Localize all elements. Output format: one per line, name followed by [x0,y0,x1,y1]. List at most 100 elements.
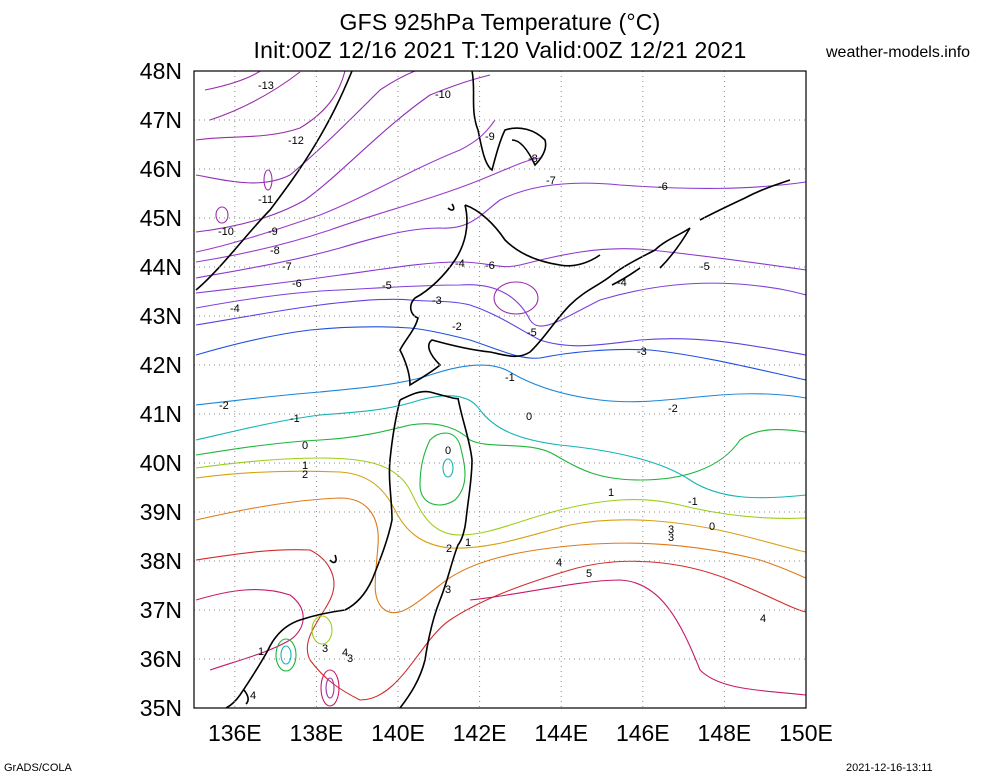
contour-cell-f [442,458,454,478]
contour-label: -5 [700,261,710,273]
contour-zero [195,423,806,506]
contour-label: 1 [302,460,308,472]
coast-mainland-asia [195,71,353,291]
contour-label: 3 [668,524,674,536]
coastlines [195,71,791,708]
lat-label: 39N [140,499,182,525]
contour-label: -10 [218,226,234,238]
coast-kuril [611,179,791,286]
longitude-labels: 136E 138E 140E 142E 144E 146E 148E 150E [208,720,833,746]
graticule [194,71,806,708]
contour-label: -6 [485,260,495,272]
contour-label: 4 [250,690,256,702]
lat-label: 35N [140,695,182,721]
lon-label: 146E [616,720,670,746]
contour-label: 5 [586,568,592,580]
contour-label: -4 [455,258,465,270]
contour-label: 3 [322,643,328,655]
contour-label: 3 [347,653,353,665]
contour-label: 0 [709,521,715,533]
lon-label: 138E [290,720,344,746]
contour-label: -8 [528,153,538,165]
contour-p1 [195,457,806,536]
contour-label: 1 [465,537,471,549]
contour-label: -6 [658,181,668,193]
contour-label: 3 [668,532,674,544]
contour-label: -3 [432,295,442,307]
contour-label: 1 [258,646,264,658]
contour-m3 [195,326,806,381]
generated-timestamp: 2021-12-16-13:11 [846,762,933,774]
lat-label: 43N [140,303,182,329]
lon-label: 142E [453,720,507,746]
contour-label: 0 [302,440,308,452]
contour-label: -13 [258,80,274,92]
contour-p3 [195,497,806,614]
contour-label: -7 [546,175,556,187]
lat-label: 37N [140,597,182,623]
contour-label: -5 [382,280,392,292]
contour-cell-d [320,669,340,707]
plot-frame [193,70,807,709]
contour-p4 [195,549,806,701]
contour-cell-c [311,615,333,645]
contour-label: -2 [668,403,678,415]
lat-label: 48N [140,58,182,84]
contour-label: -1 [688,496,698,508]
contour-m2 [195,364,806,406]
contour-cell-h [215,206,229,224]
lat-label: 47N [140,107,182,133]
contour-lines [195,71,806,707]
contour-cell-i [263,169,273,191]
lon-label: 136E [208,720,262,746]
latitude-labels: 48N 47N 46N 45N 44N 43N 42N 41N 40N 39N 38N 37N 36N 3… [140,58,182,721]
contour-label: 4 [760,613,766,625]
contour-cell-g [493,281,539,315]
contour-label: -11 [258,194,273,206]
contour-label: -1 [290,413,300,425]
lon-label: 148E [698,720,752,746]
lat-label: 36N [140,646,182,672]
contour-m13 [204,71,301,121]
contour-label: 0 [526,411,532,423]
contour-m5 [195,282,806,327]
contour-labels: -13 -12 -11 -10 -10 -9 -9 -8 -8 -7 -7 -6… [218,80,766,702]
contour-label: -2 [452,321,462,333]
contour-m9 [195,119,496,253]
contour-m1 [195,395,806,499]
contour-label: -4 [617,277,627,289]
contour-label: 2 [302,469,308,481]
contour-label: 3 [445,584,451,596]
contour-label: -6 [292,278,302,290]
contour-label: -7 [282,261,292,273]
lat-label: 40N [140,450,182,476]
lat-label: 42N [140,352,182,378]
coast-islands [243,203,455,705]
contour-label: -1 [505,372,515,384]
chart-title: GFS 925hPa Temperature (°C) [339,9,661,35]
lon-label: 140E [371,720,425,746]
contour-m6 [195,248,806,294]
contour-p5 [195,579,806,696]
contour-m11 [195,71,416,184]
coast-sakhalin [471,71,547,172]
site-credit: weather-models.info [826,44,971,61]
contour-m8 [195,157,541,263]
contour-label: -3 [637,346,647,358]
lat-label: 46N [140,156,182,182]
contour-cell-a [275,638,297,672]
contour-label: -4 [230,303,240,315]
contour-label: 0 [445,445,451,457]
contour-p2 [195,470,806,553]
chart-subtitle: Init:00Z 12/16 2021 T:120 Valid:00Z 12/2… [253,37,747,63]
contour-label: 4 [556,557,562,569]
contour-label: -9 [485,131,495,143]
contour-m10 [195,74,491,233]
contour-cell-b [280,645,292,665]
contour-m4 [195,298,806,356]
software-credit: GrADS/COLA [4,762,72,774]
contour-label: -2 [219,400,229,412]
contour-cell-e [325,677,335,699]
contour-label: -8 [270,245,280,257]
